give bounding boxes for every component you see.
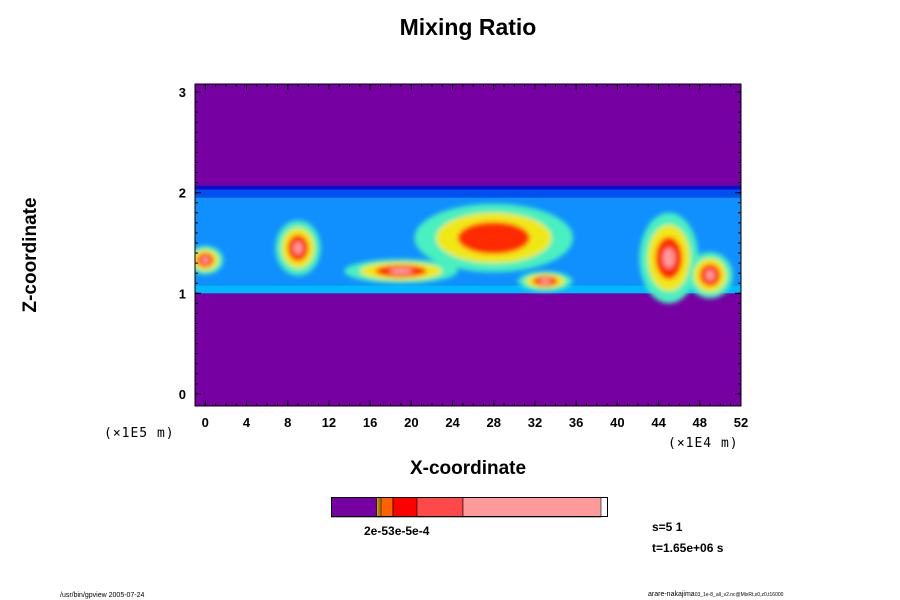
- x-tick-label: 40: [610, 415, 624, 430]
- x-tick-label: 44: [651, 415, 666, 430]
- layer-lower-band: [195, 285, 741, 294]
- colorbar-segment: [331, 497, 378, 518]
- feature-1-level-3: [389, 267, 413, 275]
- y-axis-label: Z-coordinate: [20, 197, 41, 313]
- feature-4-level-3: [662, 248, 675, 269]
- footer-command: /usr/bin/gpview 2005-07-24: [60, 592, 145, 599]
- feature-0-level-3: [293, 241, 303, 255]
- x-tick-label: 16: [363, 415, 377, 430]
- x-tick-label: 52: [734, 415, 748, 430]
- y-tick-label: 1: [179, 286, 186, 301]
- plot-area: [195, 84, 741, 406]
- x-tick-label: 12: [322, 415, 336, 430]
- colorbar-segment: [416, 497, 464, 518]
- x-tick-label: 8: [284, 415, 291, 430]
- footer-source-name: arare-nakajima: [648, 591, 695, 598]
- x-axis-label: X-coordinate: [409, 458, 527, 479]
- footer-source-file: 03_1e-8_all_v2.nc@MixRt,x0,z0,t16000: [694, 592, 784, 598]
- feature-5-level-3: [705, 269, 715, 281]
- x-tick-label: 20: [404, 415, 418, 430]
- y-tick-label: 0: [179, 387, 186, 402]
- colorbar-tick-labels: 2e-53e-5e-4: [364, 524, 430, 538]
- z-unit-label: (×1E5 m): [104, 426, 175, 441]
- x-tick-label: 32: [528, 415, 542, 430]
- y-tick-label: 3: [179, 85, 186, 100]
- colorbar-segment: [392, 497, 418, 518]
- colorbar-segment: [462, 497, 602, 518]
- feature-3-level-3: [539, 278, 551, 285]
- time-label: t=1.65e+06 s: [652, 541, 724, 555]
- plot-frame: [194, 83, 742, 407]
- y-tick-label: 2: [179, 186, 186, 201]
- x-tick-label: 36: [569, 415, 583, 430]
- x-unit-label: (×1E4 m): [668, 436, 739, 451]
- s-value-label: s=5 1: [652, 520, 683, 534]
- x-tick-label: 4: [243, 415, 251, 430]
- layer-upper-band: [195, 189, 741, 198]
- x-tick-label: 0: [202, 415, 209, 430]
- layer-top-edge: [195, 185, 741, 190]
- feature-2-level-2: [457, 221, 530, 255]
- x-tick-label: 28: [487, 415, 501, 430]
- colorbar: [331, 497, 608, 518]
- x-tick-label: 24: [445, 415, 460, 430]
- feature-6-level-3: [201, 256, 210, 264]
- x-tick-label: 48: [693, 415, 707, 430]
- chart-title: Mixing Ratio: [399, 14, 537, 40]
- cloud-features: [195, 203, 733, 304]
- colorbar-segment: [380, 497, 394, 518]
- footer-source: arare-nakajima03_1e-8_all_v2.nc@MixRt,x0…: [648, 591, 783, 598]
